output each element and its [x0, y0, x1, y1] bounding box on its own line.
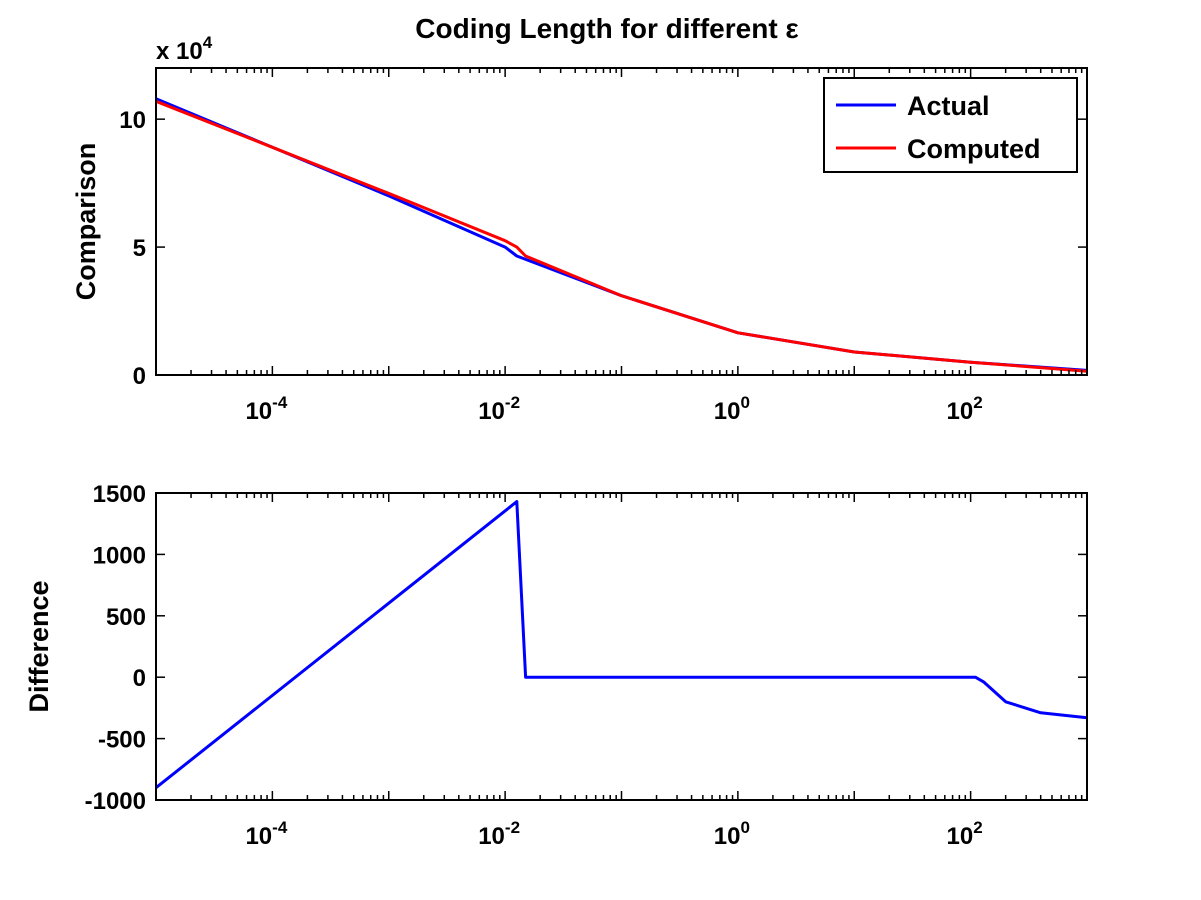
y-tick-label: -500: [98, 727, 146, 754]
series-line-difference: [155, 500, 1088, 789]
x-tick-label: 102: [947, 818, 983, 850]
legend: Actual Computed: [823, 77, 1078, 173]
x-tick-label: 10-4: [245, 818, 287, 850]
legend-label-actual: Actual: [907, 91, 990, 121]
y-tick-label: 1500: [93, 481, 146, 508]
y-tick-label: 1000: [93, 542, 146, 569]
x-tick-label: 100: [714, 393, 750, 425]
y-axis-label: Comparison: [71, 143, 101, 301]
y-exponent-label: x 104: [156, 33, 213, 65]
chart-panel-1: 10-4 10-2 100 102 0 5 10 x 104 Comparison Actual C…: [71, 33, 1088, 425]
x-tick-label: 100: [714, 818, 750, 850]
x-tick-label: 10-2: [478, 818, 520, 850]
x-tick-label: 10-2: [478, 393, 520, 425]
figure-title: Coding Length for different ε: [415, 13, 798, 44]
y-tick-label: 5: [133, 235, 146, 262]
y-tick-label: -1000: [85, 788, 146, 815]
chart-panel-2: 10-4 10-2 100 102 -1000 -500 0 500 1000 1500 Diffe…: [24, 481, 1088, 850]
series-line-computed: [155, 99, 1088, 373]
x-tick-label: 102: [947, 393, 983, 425]
legend-label-computed: Computed: [907, 134, 1040, 164]
legend-box: [823, 77, 1078, 173]
y-tick-label: 0: [133, 363, 146, 390]
y-tick-label: 10: [119, 107, 146, 134]
y-tick-label: 0: [133, 665, 146, 692]
y-axis-label: Difference: [24, 580, 54, 712]
y-tick-label: 500: [106, 604, 146, 631]
x-tick-label: 10-4: [245, 393, 287, 425]
